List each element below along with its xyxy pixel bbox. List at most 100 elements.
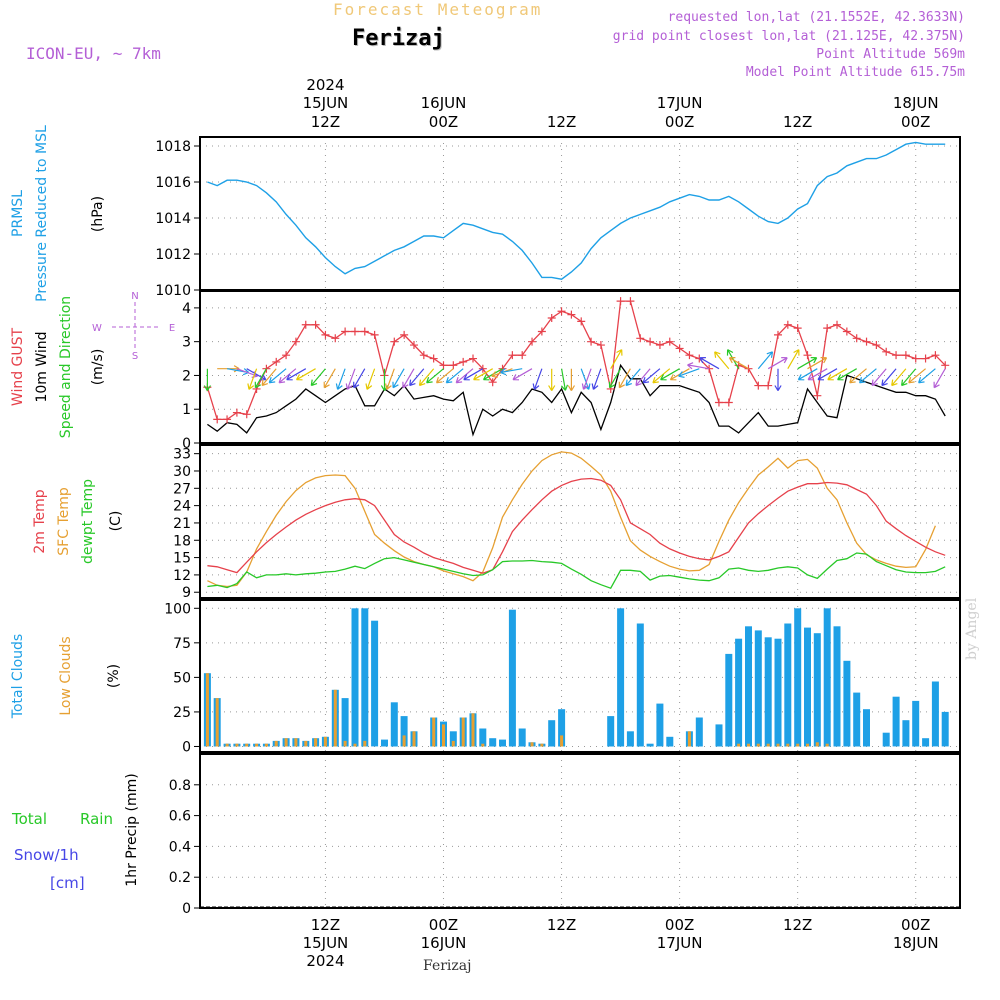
wind-direction-arrow	[435, 368, 454, 384]
wind-direction-arrow	[295, 368, 316, 381]
wind-direction-arrow	[353, 368, 366, 389]
t2m-line	[207, 477, 946, 574]
wind-gust-marker	[901, 351, 910, 360]
low-cloud-bar	[825, 743, 829, 747]
wind-gust-marker	[714, 398, 723, 407]
total-cloud-bar	[922, 738, 930, 747]
low-cloud-bar	[323, 736, 327, 747]
wind-direction-arrow	[817, 368, 838, 381]
compass-s: S	[132, 351, 138, 362]
wind-direction-arrow	[247, 368, 258, 390]
low-cloud-bar	[756, 743, 760, 747]
low-cloud-bar	[245, 743, 249, 747]
low-cloud-bar	[815, 742, 819, 747]
wind-gust-marker	[508, 351, 517, 360]
low-cloud-bar	[304, 740, 308, 747]
bottom-hour-label: 00Z	[429, 916, 458, 934]
total-cloud-bar	[626, 731, 634, 747]
wind-direction-arrow	[687, 362, 710, 370]
wind-direction-arrow	[652, 368, 671, 384]
precip-label-rain: Rain	[80, 810, 113, 828]
wind-direction-arrow	[548, 368, 556, 392]
low-cloud-bar	[215, 698, 219, 747]
total-cloud-bar	[558, 709, 566, 747]
total-cloud-bar	[843, 660, 851, 747]
low-cloud-bar	[481, 743, 485, 747]
wind-gust-marker	[852, 334, 861, 343]
compass-n: N	[131, 291, 138, 302]
wind-gust-marker	[232, 408, 241, 417]
total-cloud-bar	[833, 626, 841, 747]
wind-gust-marker	[587, 337, 596, 346]
wind-gust-marker	[242, 410, 251, 419]
wind-direction-arrow	[261, 368, 277, 387]
low-cloud-bar	[737, 743, 741, 747]
wind-gust-marker	[577, 317, 586, 326]
low-cloud-bar	[363, 740, 367, 747]
wind-gust-marker	[223, 415, 232, 424]
low-cloud-bar	[314, 738, 318, 747]
top-hour-label: 12Z	[547, 113, 576, 131]
wind-direction-arrow	[827, 368, 848, 381]
low-cloud-bar	[225, 743, 229, 747]
wind-gust-marker	[321, 330, 330, 339]
bottom-year-label: 2024	[306, 952, 344, 970]
wind-direction-arrow	[881, 368, 897, 387]
pressure-ylabel-0: PRMSL	[10, 190, 26, 237]
footer-location: Ferizaj	[423, 958, 472, 974]
total-cloud-bar	[882, 732, 890, 747]
wind-direction-arrow	[286, 368, 307, 381]
wind-direction-arrow	[445, 368, 464, 384]
total-cloud-bar	[479, 728, 487, 747]
temp-ylabel-2: dewpt Temp	[80, 479, 96, 564]
sfc-temp-line	[207, 451, 937, 588]
total-cloud-bar	[499, 739, 506, 747]
wind-direction-arrow	[473, 368, 493, 381]
total-cloud-bar	[518, 728, 526, 747]
pressure-ylabel-1: Pressure Reduced to MSL	[34, 125, 50, 302]
wind-gust-marker	[213, 415, 222, 424]
top-hour-label: 00Z	[429, 113, 458, 131]
top-hour-label: 12Z	[783, 113, 812, 131]
wind-direction-arrow	[901, 368, 917, 387]
wind-gust-marker	[616, 297, 625, 306]
bottom-hour-label: 00Z	[665, 916, 694, 934]
precip-unit: 1hr Precip (mm)	[124, 773, 140, 886]
wind-gust-marker	[272, 357, 281, 366]
wind-direction-arrow	[392, 368, 405, 389]
wind-direction-arrow	[581, 368, 592, 390]
wind-direction-arrow	[728, 357, 749, 370]
wind-direction-arrow	[310, 368, 326, 387]
wind-gust-marker	[675, 344, 684, 353]
wind-gust-marker	[518, 351, 527, 360]
wind-direction-arrow	[455, 368, 474, 384]
low-cloud-bar	[786, 743, 790, 747]
wind-gust-marker	[724, 398, 733, 407]
wind-gust-marker	[911, 354, 920, 363]
wind-direction-arrow	[512, 368, 533, 381]
point-altitude: Point Altitude 569m	[816, 47, 965, 62]
wind-gust-marker	[882, 347, 891, 356]
low-cloud-bar	[540, 743, 544, 747]
top-hour-label: 12Z	[311, 113, 340, 131]
wind-gust-marker	[350, 327, 359, 336]
wind-gust-marker	[754, 381, 763, 390]
y-tick-label-clouds: 75	[173, 636, 191, 652]
total-cloud-bar	[931, 681, 939, 747]
clouds-ylabel-total-0: Total Clouds	[10, 634, 26, 719]
y-tick-label-wind: 2	[182, 368, 191, 384]
wind-gust-marker	[646, 337, 655, 346]
wind-gust-marker	[547, 314, 556, 323]
model-label: ICON-EU, ~ 7km	[26, 44, 161, 63]
y-tick-label-temp: 21	[173, 516, 191, 532]
wind-gust-marker	[262, 364, 271, 373]
total-cloud-bar	[754, 630, 762, 747]
wind-speed-line	[207, 363, 946, 437]
wind-gust-marker	[301, 320, 310, 329]
wind-direction-arrow	[858, 368, 877, 384]
wind-direction-arrow	[365, 368, 376, 390]
location-name: Ferizaj	[352, 26, 445, 51]
wind-direction-arrow	[402, 368, 415, 389]
wind-gust-marker	[478, 364, 487, 373]
wind-direction-arrow	[807, 368, 828, 381]
